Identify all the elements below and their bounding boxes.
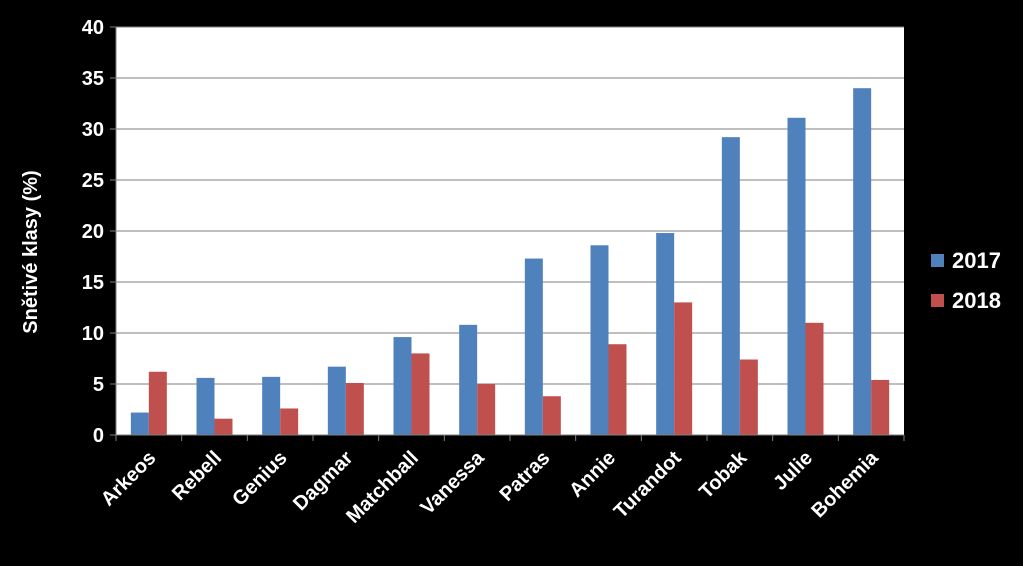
bar-2017-rebell	[196, 377, 215, 435]
legend: 2017 2018	[931, 248, 1001, 313]
x-tick-label: Annie	[565, 447, 620, 502]
bar-2017-patras	[524, 258, 543, 435]
y-tick-label: 20	[82, 221, 104, 243]
legend-swatch-2017	[931, 254, 944, 267]
y-tick-labels: 0 5 10 15 20 25 30 35 40	[82, 17, 104, 447]
bar-2018-vanessa	[477, 384, 496, 435]
bar-2017-turandot	[656, 233, 675, 435]
x-tick-label: Turandot	[610, 447, 686, 523]
bar-2017-genius	[262, 376, 281, 435]
bar-2018-dagmar	[345, 382, 364, 435]
y-tick-label: 30	[82, 119, 104, 141]
bar-2018-patras	[542, 396, 561, 435]
bar-2018-rebell	[214, 418, 233, 435]
bar-2018-arkeos	[148, 371, 167, 435]
y-tick-label: 35	[82, 68, 104, 90]
legend-label-2017: 2017	[952, 248, 1001, 273]
bar-2017-matchball	[393, 337, 412, 435]
legend-label-2018: 2018	[952, 288, 1001, 313]
x-tick-labels: Arkeos Rebell GeniusDagmarMatchballVanessa…	[97, 446, 883, 527]
bar-2017-arkeos	[130, 412, 149, 435]
x-tick-label: Patras	[496, 447, 555, 506]
bar-2018-julie	[805, 322, 824, 435]
bars	[130, 88, 890, 435]
legend-swatch-2018	[931, 294, 944, 307]
bar-2017-dagmar	[327, 366, 346, 435]
y-tick-label: 40	[82, 17, 104, 39]
x-tick-label: Bohemia	[807, 446, 883, 522]
bar-2018-tobak	[739, 359, 758, 435]
bar-2017-vanessa	[459, 324, 478, 435]
y-tick-label: 15	[82, 272, 104, 294]
bar-2017-bohemia	[853, 88, 872, 435]
y-tick-label: 0	[93, 425, 104, 447]
x-tick-label: Julie	[769, 447, 817, 495]
x-tick-label: Tobak	[695, 446, 752, 503]
y-tick-label: 25	[82, 170, 104, 192]
y-tick-label: 5	[93, 374, 104, 396]
x-tick-label: Rebell	[168, 447, 226, 505]
x-tick-label: Dagmar	[289, 447, 357, 515]
bar-2018-bohemia	[871, 379, 890, 435]
x-tick-label: Vanessa	[417, 446, 490, 519]
bar-2018-matchball	[411, 353, 430, 435]
y-tick-label: 10	[82, 323, 104, 345]
bar-2018-annie	[608, 344, 627, 435]
bar-2018-turandot	[674, 302, 693, 435]
bar-2017-annie	[590, 245, 609, 435]
x-tick-label: Arkeos	[97, 447, 161, 511]
x-tick-label: Matchball	[342, 447, 423, 528]
axes	[110, 26, 905, 441]
bar-2018-genius	[280, 408, 299, 435]
x-tick-label: Genius	[228, 447, 291, 510]
bar-2017-julie	[787, 117, 806, 435]
bar-2017-tobak	[721, 137, 740, 435]
gridlines	[116, 26, 904, 385]
y-axis-title: Snětivé klasy (%)	[20, 170, 42, 333]
